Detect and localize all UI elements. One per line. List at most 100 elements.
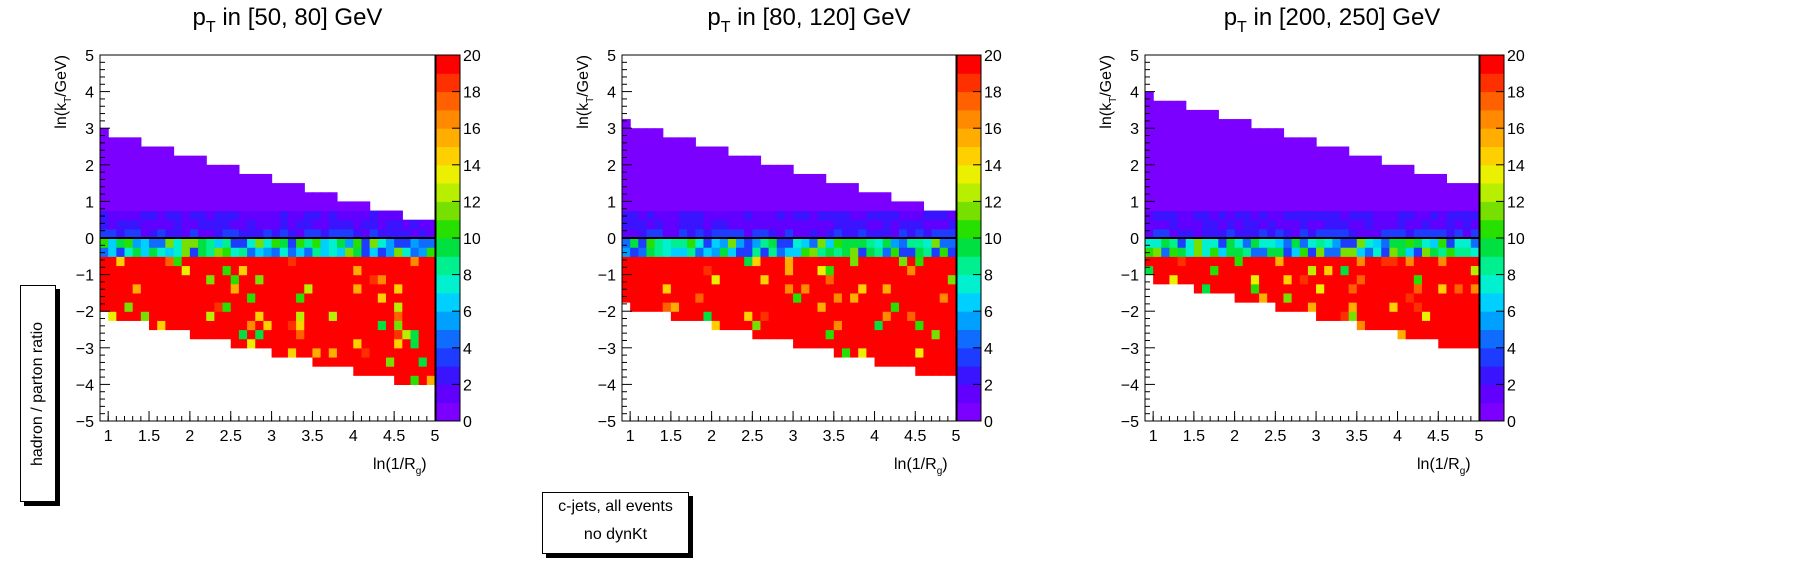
heatmap-cell [1193, 228, 1203, 239]
heatmap-cell [1397, 274, 1407, 285]
z-tick-label: 14 [463, 158, 481, 175]
heatmap-cell [1324, 155, 1333, 166]
heatmap-cell [695, 311, 705, 321]
heatmap-cell [1145, 228, 1154, 239]
heatmap-cell [1250, 164, 1260, 175]
heatmap-cell [206, 265, 215, 276]
heatmap-cell [703, 283, 713, 294]
heatmap-cell [1161, 183, 1171, 193]
heatmap-cell [206, 311, 215, 321]
heatmap-cell [394, 210, 403, 221]
heatmap-cell [328, 192, 338, 202]
heatmap-cell [1145, 128, 1154, 138]
heatmap-cell [1340, 155, 1350, 166]
heatmap-cell [1145, 219, 1154, 230]
heatmap-cell [1299, 210, 1309, 221]
heatmap-cell [622, 201, 631, 212]
heatmap-cell [711, 311, 721, 321]
heatmap-cell [1405, 329, 1415, 340]
heatmap-cell [377, 219, 387, 230]
heatmap-cell [230, 329, 240, 340]
heatmap-cell [1413, 320, 1423, 331]
heatmap-cell [230, 173, 240, 184]
heatmap-cell [1193, 128, 1203, 138]
heatmap-cell [776, 292, 786, 303]
heatmap-cell [1405, 210, 1415, 221]
heatmap-cell [1299, 183, 1309, 193]
heatmap-cell [1185, 256, 1195, 267]
heatmap-cell [377, 292, 387, 303]
heatmap-cell [1218, 119, 1228, 129]
heatmap-cell [271, 274, 281, 285]
heatmap-cell [1218, 128, 1228, 138]
heatmap-cell [1381, 192, 1390, 202]
heatmap-cell [296, 219, 305, 230]
heatmap-cell [238, 173, 248, 184]
heatmap-cell [931, 238, 941, 248]
heatmap-cell [149, 247, 158, 257]
x-tick-label: 3.5 [823, 428, 845, 445]
heatmap-cell [287, 183, 297, 193]
heatmap-cell [1307, 292, 1317, 303]
heatmap-cell [1299, 265, 1309, 276]
heatmap-cell [662, 219, 672, 230]
heatmap-cell [1389, 292, 1399, 303]
heatmap-cell [1389, 228, 1399, 239]
heatmap-cell [1283, 155, 1293, 166]
heatmap-cell [1389, 210, 1399, 221]
heatmap-cell [369, 311, 379, 321]
heatmap-cell [206, 201, 215, 212]
heatmap-cell [1153, 238, 1162, 248]
heatmap-cell [157, 155, 166, 166]
color-scale-swatch [1480, 329, 1504, 349]
heatmap-cell [841, 283, 851, 294]
heatmap-cell [874, 201, 884, 212]
heatmap-cell [345, 302, 354, 312]
heatmap-cell [271, 320, 281, 331]
heatmap-cell [793, 292, 802, 303]
heatmap-cell [727, 183, 737, 193]
heatmap-cell [1389, 201, 1399, 212]
heatmap-cell [345, 219, 354, 230]
heatmap-cell [394, 329, 403, 340]
heatmap-cell [833, 320, 843, 331]
heatmap-cell [793, 183, 802, 193]
heatmap-cell [703, 146, 713, 157]
heatmap-cell [328, 265, 338, 276]
heatmap-cell [336, 210, 346, 221]
heatmap-cell [345, 210, 354, 221]
heatmap-cell [947, 283, 957, 294]
heatmap-cell [1291, 219, 1301, 230]
heatmap-cell [752, 311, 762, 321]
heatmap-cell [898, 329, 908, 340]
heatmap-cell [630, 247, 639, 257]
z-tick-label: 14 [984, 158, 1002, 175]
heatmap-cell [646, 164, 656, 175]
y-tick-label: −3 [1121, 341, 1139, 358]
heatmap-cell [132, 201, 142, 212]
heatmap-cell [345, 338, 354, 349]
heatmap-cell [874, 219, 884, 230]
heatmap-cell [361, 219, 371, 230]
heatmap-cell [1381, 164, 1390, 175]
color-scale-swatch [436, 146, 460, 166]
heatmap-cell [793, 210, 802, 221]
heatmap-cell [1275, 219, 1285, 230]
heatmap-cell [727, 155, 737, 166]
heatmap-cell [907, 347, 916, 358]
heatmap-cell [361, 274, 371, 285]
heatmap-cell [1307, 228, 1317, 239]
heatmap-cell [793, 201, 802, 212]
heatmap-cell [1421, 201, 1431, 212]
heatmap-cell [149, 274, 158, 285]
heatmap-cell [793, 311, 802, 321]
heatmap-cell [1413, 228, 1423, 239]
heatmap-cell [1307, 219, 1317, 230]
heatmap-cell [1153, 256, 1162, 267]
heatmap-cell [1226, 155, 1236, 166]
heatmap-cell [1462, 256, 1472, 267]
heatmap-cell [1316, 302, 1325, 312]
heatmap-cell [638, 219, 648, 230]
heatmap-cell [320, 201, 330, 212]
heatmap-cell [1202, 283, 1211, 294]
